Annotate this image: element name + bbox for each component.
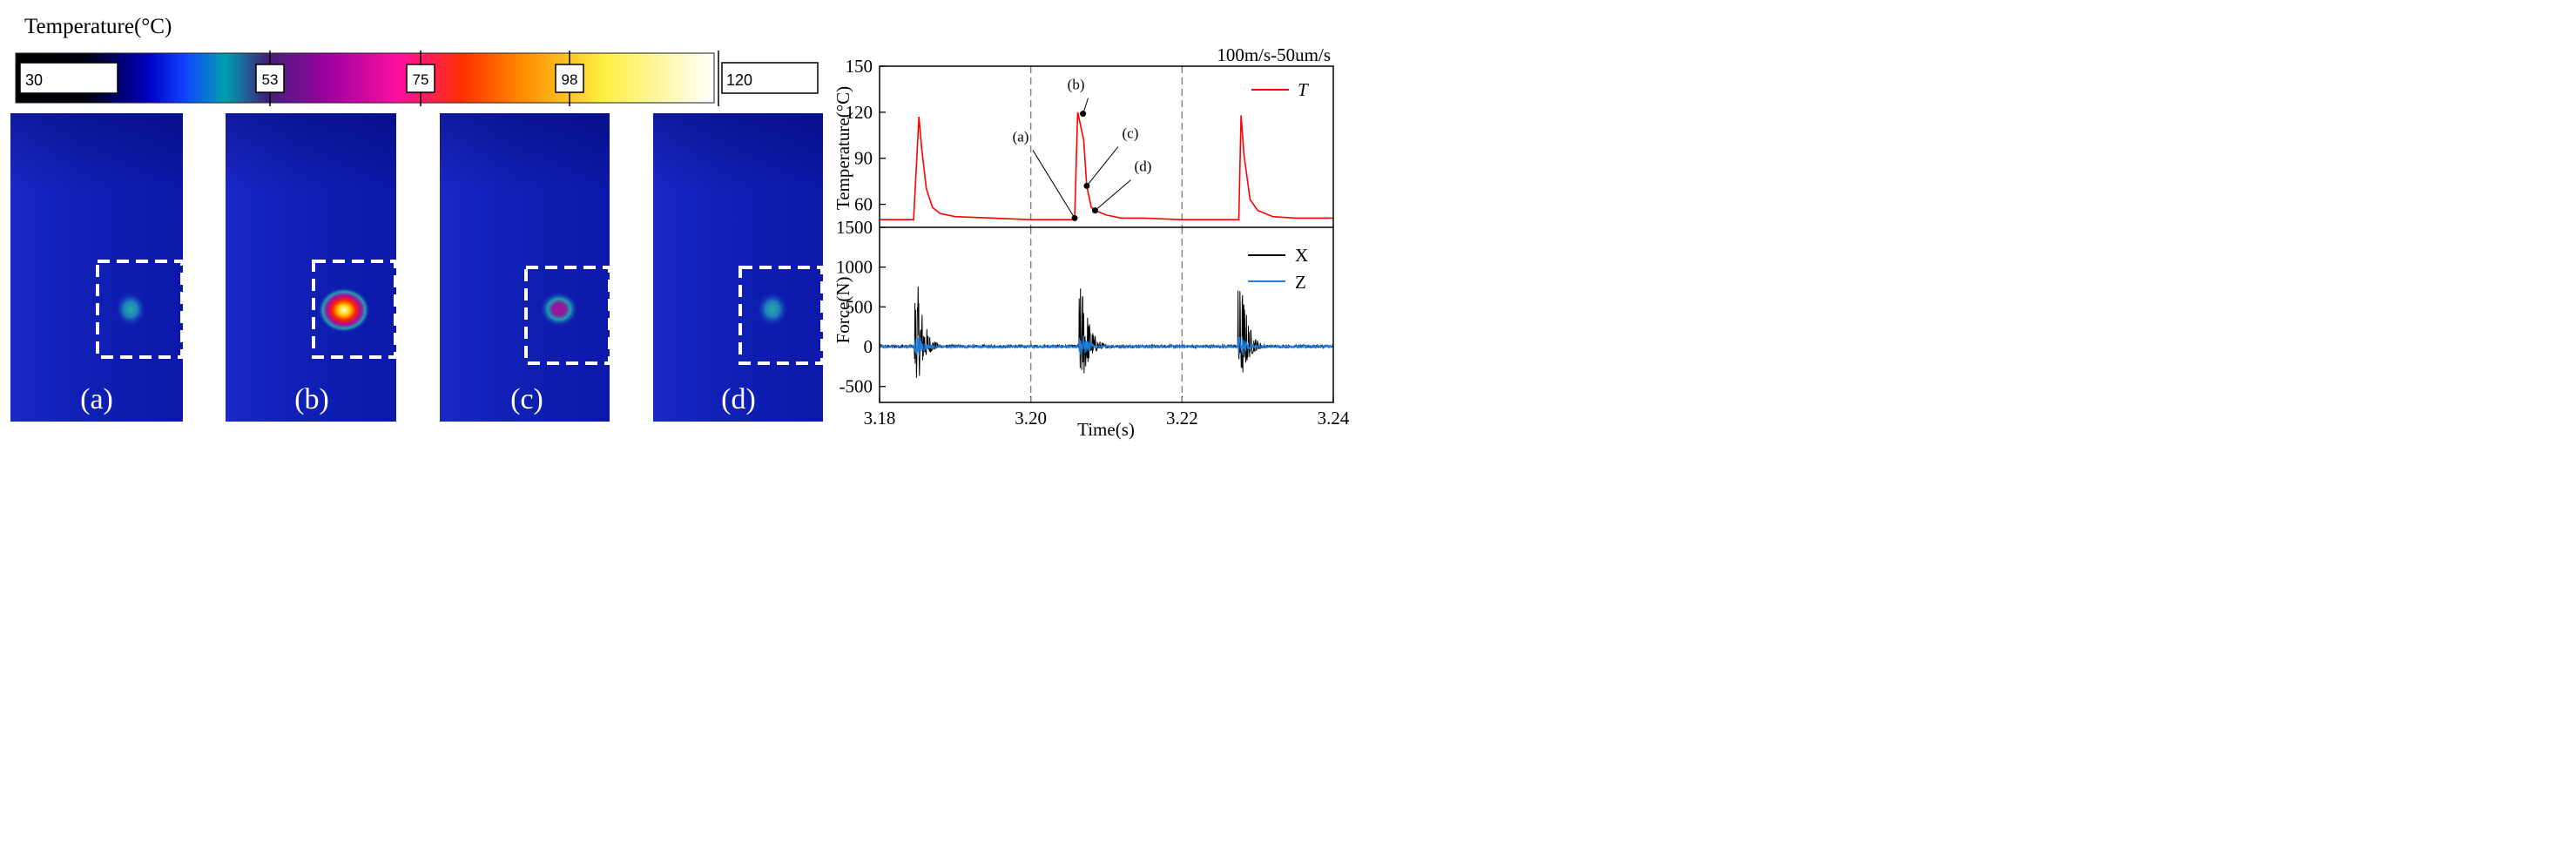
hotspot: [115, 292, 146, 327]
force-y-tick-label: 0: [864, 336, 873, 357]
temperature-y-tick-label: 120: [846, 102, 873, 123]
annotation-leader-line: [1086, 146, 1119, 186]
thermal-image-label: (d): [721, 383, 756, 415]
colorbar-tick-box: [555, 64, 584, 93]
annotation-label: (c): [1122, 125, 1138, 141]
colorbar-max-box: [721, 62, 819, 94]
region-of-interest-box: [312, 260, 397, 359]
annotation-leader-line: [1095, 179, 1131, 211]
colorbar-tick-label: 98: [562, 71, 578, 88]
colorbar-tick-label: 75: [413, 71, 429, 88]
force-series-z-line: [880, 334, 1333, 356]
temperature-axis-label: Temperature(°C): [833, 86, 853, 210]
legend-label-x: X: [1295, 245, 1308, 266]
temperature-series-line: [880, 111, 1333, 220]
colorbar-tick-box: [255, 64, 285, 93]
force-axis-label: Force(N): [833, 277, 853, 344]
chart-title: 100m/s-50um/s: [1217, 44, 1331, 65]
force-y-tick-label: 1500: [836, 217, 873, 238]
colorbar-tick-label: 53: [262, 71, 279, 88]
colorbar-min-box: [19, 62, 118, 94]
annotation-label: (b): [1068, 77, 1085, 93]
temperature-legend: T: [1251, 79, 1309, 100]
legend-label-t: T: [1298, 79, 1309, 100]
annotation-label: (a): [1013, 128, 1029, 145]
legend-label-z: Z: [1295, 272, 1306, 293]
region-of-interest-box: [524, 266, 611, 365]
annotation-point: [1080, 111, 1087, 118]
region-of-interest-box: [738, 266, 824, 365]
hotspot: [757, 292, 788, 327]
thermal-image-label: (a): [80, 383, 113, 415]
force-legend: X Z: [1248, 245, 1308, 293]
temperature-chart: 100m/s-50um/s Temperature(°C) 60 90 120 150…: [833, 44, 1333, 227]
force-y-tick-label: 500: [846, 296, 873, 317]
hotspot: [540, 292, 578, 327]
thermal-image-a: (a): [10, 113, 184, 422]
time-x-tick-label: 3.20: [1015, 408, 1047, 429]
colorbar-tick-box: [406, 64, 435, 93]
thermal-image-c: (c): [440, 113, 611, 422]
time-x-tick-label: 3.24: [1318, 408, 1350, 429]
thermal-image-label: (b): [294, 383, 329, 415]
region-of-interest-box: [96, 260, 184, 359]
chart-frame: [879, 65, 1334, 403]
time-x-tick-label: 3.22: [1166, 408, 1198, 429]
temperature-y-tick-label: 150: [846, 56, 873, 77]
colorbar-max-label: 120: [726, 71, 752, 89]
colorbar-title: Temperature(°C): [24, 15, 172, 38]
thermal-image-d: (d): [653, 113, 824, 422]
temperature-y-tick-label: 90: [854, 148, 873, 169]
force-series-x-line: [880, 286, 1333, 378]
time-x-tick-label: 3.18: [864, 408, 896, 429]
temperature-y-tick-label: 60: [854, 194, 873, 215]
colorbar-gradient: [16, 53, 714, 103]
annotation-point: [1091, 207, 1098, 214]
thermal-image-b: (b): [226, 113, 397, 422]
colorbar-min-label: 30: [25, 71, 43, 89]
force-y-tick-label: -500: [840, 376, 873, 397]
force-chart: Force(N) Time(s) -500 0 500 1000 1500 3.18 3.2…: [833, 217, 1350, 440]
annotation-point: [1083, 182, 1090, 189]
annotation-label: (d): [1135, 159, 1152, 175]
hotspot: [318, 287, 370, 333]
figure-canvas: Temperature(°C) 30 53 75 98 120 (a) (b): [10, 15, 1350, 440]
thermal-image-label: (c): [510, 383, 543, 415]
annotation-leader-line: [1032, 150, 1076, 219]
colorbar: 30 53 75 98 120: [15, 51, 819, 106]
annotation-point: [1071, 214, 1078, 221]
force-y-tick-label: 1000: [836, 257, 873, 278]
time-axis-label: Time(s): [1077, 419, 1135, 440]
